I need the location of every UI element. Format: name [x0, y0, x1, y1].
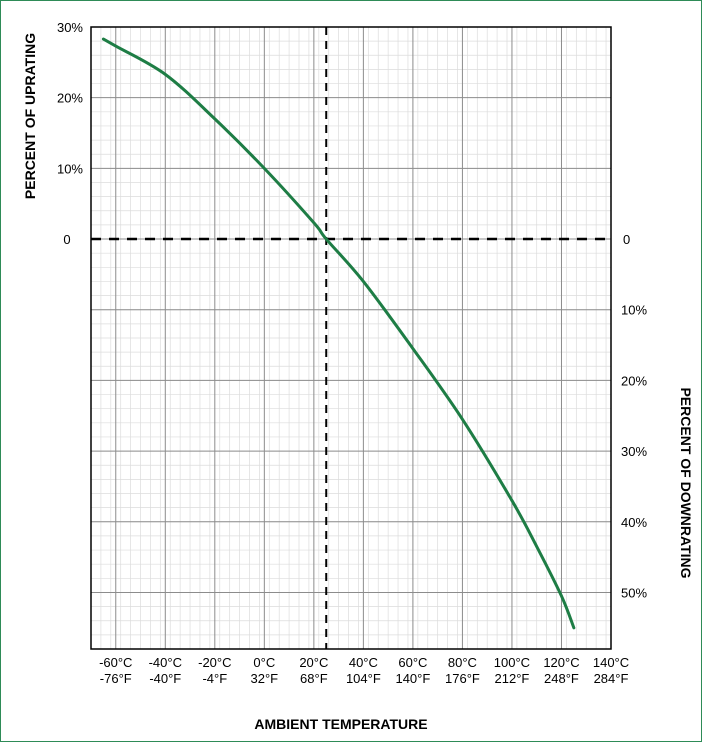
left-y-tick-labels: 30% 20% 10% 0 [57, 20, 83, 247]
series-line-0 [101, 37, 576, 630]
plot-border [90, 26, 612, 650]
x-tick-label-fahrenheit: -4°F [202, 671, 227, 686]
reference-lines [91, 27, 611, 649]
left-y-tick-label: 30% [57, 20, 83, 35]
x-tick-label-fahrenheit: 212°F [495, 671, 530, 686]
x-tick-label-fahrenheit: -76°F [100, 671, 132, 686]
x-tick-label-fahrenheit: 176°F [445, 671, 480, 686]
x-tick-label-celsius: 140°C [593, 655, 629, 670]
left-y-tick-label: 10% [57, 161, 83, 176]
x-tick-label-fahrenheit: 104°F [346, 671, 381, 686]
x-tick-label-fahrenheit: 32°F [251, 671, 279, 686]
x-tick-labels: -60°C-76°F -40°C-40°F -20°C-4°F 0°C32°F 20°C… [99, 655, 629, 686]
left-y-tick-label: 20% [57, 91, 83, 106]
left-y-axis-title: PERCENT OF UPRATING [22, 33, 38, 199]
right-y-tick-labels: 0 10% 20% 30% 40% 50% [621, 232, 647, 600]
x-tick-label-celsius: 0°C [253, 655, 275, 670]
x-tick-label-celsius: -60°C [99, 655, 132, 670]
x-tick-label-fahrenheit: 68°F [300, 671, 328, 686]
x-tick-label-celsius: 40°C [349, 655, 378, 670]
x-axis-title: AMBIENT TEMPERATURE [254, 716, 427, 732]
x-tick-label-celsius: 60°C [398, 655, 427, 670]
left-y-tick-label: 0 [63, 232, 70, 247]
right-y-tick-label: 20% [621, 373, 647, 388]
x-tick-label-celsius: 20°C [299, 655, 328, 670]
x-tick-label-fahrenheit: -40°F [149, 671, 181, 686]
x-tick-label-celsius: 120°C [543, 655, 579, 670]
minor-grid [90, 26, 611, 650]
right-y-tick-label: 0 [623, 232, 630, 247]
right-y-axis-title: PERCENT OF DOWNRATING [678, 387, 694, 578]
right-y-tick-label: 50% [621, 585, 647, 600]
right-y-tick-label: 30% [621, 444, 647, 459]
x-tick-label-fahrenheit: 248°F [544, 671, 579, 686]
x-tick-label-celsius: -40°C [149, 655, 182, 670]
x-tick-label-fahrenheit: 284°F [594, 671, 629, 686]
x-tick-label-celsius: 100°C [494, 655, 530, 670]
right-y-tick-label: 10% [621, 303, 647, 318]
right-y-tick-label: 40% [621, 515, 647, 530]
series-layer [101, 37, 576, 630]
x-tick-label-fahrenheit: 140°F [395, 671, 430, 686]
x-tick-label-celsius: 80°C [448, 655, 477, 670]
x-tick-label-celsius: -20°C [198, 655, 231, 670]
